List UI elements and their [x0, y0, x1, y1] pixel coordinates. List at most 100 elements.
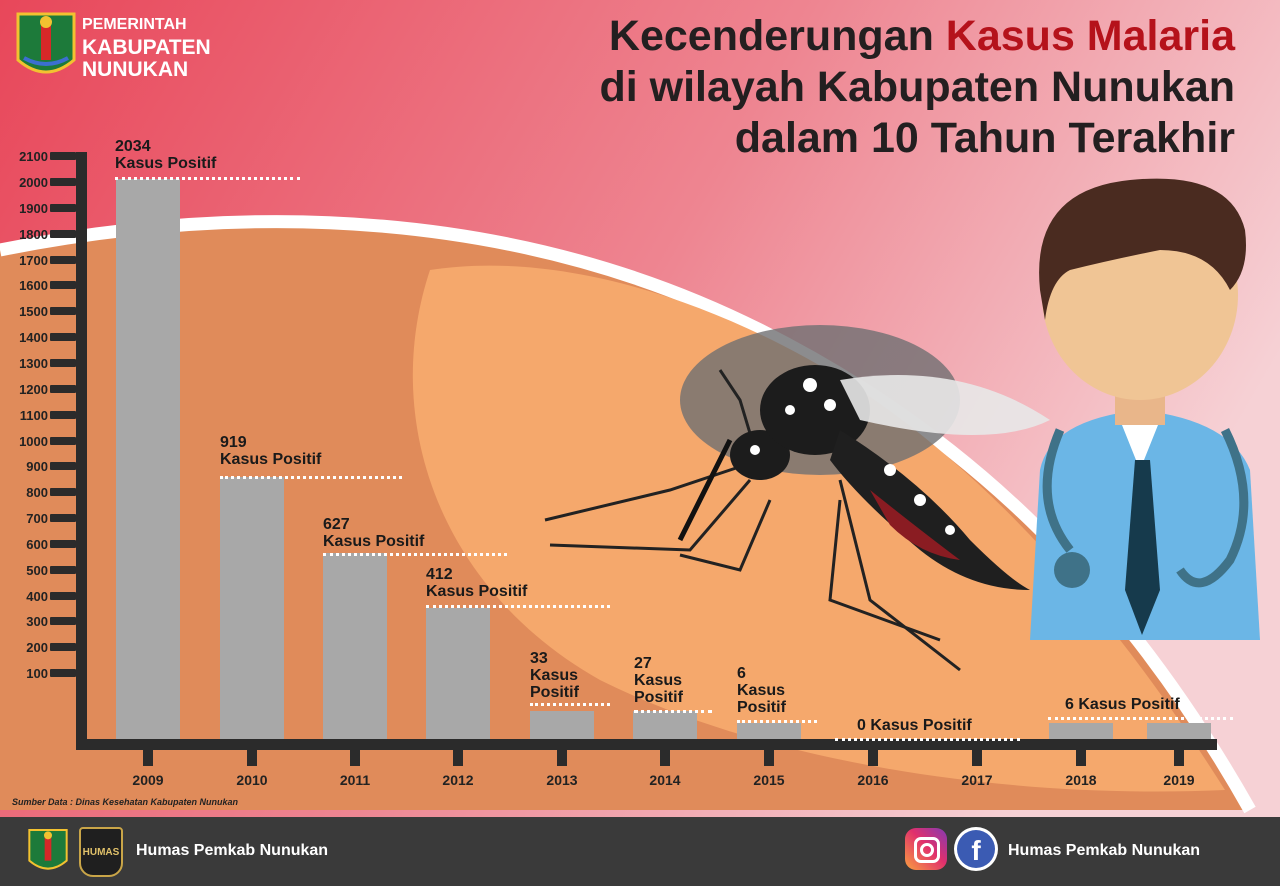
data-label-value: 6 [737, 665, 746, 682]
data-label-text: Kasus Positif [220, 451, 322, 468]
x-tick-mark [557, 748, 567, 766]
title-line-1-accent: Kasus Malaria [945, 12, 1235, 60]
data-label: 6 Kasus Positif [737, 665, 797, 716]
x-tick-label: 2011 [339, 772, 371, 788]
y-tick-mark [50, 384, 76, 393]
title-line-1: Kecenderungan Kasus Malaria [609, 15, 1235, 58]
x-tick-mark [764, 748, 774, 766]
y-tick-label: 200 [26, 640, 48, 656]
data-label: 27 Kasus Positif [634, 655, 694, 706]
data-label-dashline [1048, 717, 1233, 720]
footer-right-text: Humas Pemkab Nunukan [1008, 842, 1201, 859]
y-tick-label: 300 [26, 614, 48, 630]
regency-logo-small-icon [28, 829, 68, 870]
doctor-illustration [1030, 178, 1260, 640]
y-tick-mark [50, 281, 76, 290]
data-label-text: Kasus Positif [115, 155, 217, 172]
y-tick-label: 2100 [19, 149, 48, 165]
data-label-value: 6 [1065, 696, 1074, 713]
data-label-value: 2034 [115, 138, 151, 155]
data-label-dashline [634, 710, 712, 713]
bar-2019 [1147, 723, 1211, 739]
title-line-1-pre: Kecenderungan [608, 12, 946, 60]
logo-line-3: NUNUKAN [82, 58, 189, 81]
bar-2011 [323, 553, 387, 739]
y-tick-label: 1900 [19, 200, 48, 216]
y-tick-label: 700 [26, 511, 48, 527]
facebook-icon[interactable]: f [954, 827, 998, 871]
x-tick-mark [350, 748, 360, 766]
data-label: 412 Kasus Positif [426, 566, 527, 600]
bar-2009 [116, 179, 180, 739]
footer-bar: HUMAS Humas Pemkab Nunukan f Humas Pemka… [0, 817, 1280, 886]
data-label-text: Kasus Positif [426, 583, 528, 600]
data-label-text: Kasus Positif [737, 682, 786, 716]
data-label-value: 627 [323, 516, 350, 533]
y-tick-mark [50, 255, 76, 264]
bar-2014 [633, 711, 697, 739]
y-tick-label: 1200 [19, 381, 48, 397]
humas-badge: HUMAS [79, 827, 123, 877]
source-note: Sumber Data : Dinas Kesehatan Kabupaten … [12, 797, 239, 807]
y-tick-mark [50, 333, 76, 342]
y-tick-label: 2000 [19, 175, 48, 190]
y-tick-label: 500 [26, 562, 48, 578]
x-tick-label: 2018 [1065, 772, 1097, 788]
y-tick-mark [50, 565, 76, 574]
y-tick-label: 1700 [19, 252, 48, 268]
y-tick-mark [50, 591, 76, 600]
x-tick-label: 2009 [132, 772, 164, 788]
x-tick-label: 2013 [546, 772, 578, 788]
x-tick-mark [453, 748, 463, 766]
data-label-value: 27 [634, 655, 652, 672]
y-tick-label: 1100 [19, 407, 48, 423]
y-tick-label: 600 [26, 536, 48, 552]
y-tick-mark [50, 436, 76, 445]
bar-2015 [737, 723, 801, 739]
y-tick-mark [50, 514, 76, 523]
data-label: 627 Kasus Positif [323, 516, 424, 550]
y-tick-label: 1300 [19, 355, 48, 371]
title-line-3: dalam 10 Tahun Terakhir [734, 114, 1235, 162]
y-tick-mark [50, 152, 76, 161]
y-tick-mark [50, 539, 76, 548]
data-label-dashline [835, 738, 1020, 741]
y-tick-label: 800 [26, 485, 48, 501]
x-axis-line [76, 739, 1217, 750]
y-tick-mark [50, 669, 76, 678]
data-label-text: Kasus Positif [870, 717, 972, 734]
y-tick-mark [50, 178, 76, 186]
x-tick-mark [1076, 748, 1086, 766]
instagram-icon[interactable] [905, 828, 947, 870]
y-tick-label: 100 [26, 666, 48, 682]
y-tick-label: 1500 [19, 304, 48, 320]
bar-2013 [530, 711, 594, 739]
data-label: 6 Kasus Positif [1065, 696, 1180, 713]
data-label-text: Kasus Positif [1078, 696, 1180, 713]
y-tick-label: 900 [26, 459, 48, 475]
y-tick-mark [50, 358, 76, 367]
bar-2012 [426, 608, 490, 739]
data-label-value: 919 [220, 434, 247, 451]
x-tick-mark [247, 748, 257, 766]
y-tick-mark [50, 617, 76, 626]
data-label-text: Kasus Positif [530, 667, 579, 701]
title-line-2: di wilayah Kabupaten Nunukan [599, 63, 1235, 111]
data-label-dashline [323, 553, 507, 556]
y-tick-label: 1600 [19, 278, 48, 294]
y-tick-mark [50, 643, 76, 652]
y-tick-label: 1800 [19, 226, 48, 242]
shield-emblem-icon [16, 12, 76, 74]
logo-line-2: KABUPATEN [82, 36, 211, 59]
mosquito-illustration [544, 365, 1050, 672]
data-label-text: Kasus Positif [634, 672, 683, 706]
x-tick-label: 2019 [1163, 772, 1195, 788]
y-tick-label: 1000 [19, 433, 48, 449]
data-label-dashline [737, 720, 817, 723]
y-tick-mark [50, 488, 76, 497]
bar-2018 [1049, 723, 1113, 739]
data-label-text: Kasus Positif [323, 533, 425, 550]
x-tick-label: 2015 [753, 772, 785, 788]
x-tick-mark [1174, 748, 1184, 766]
x-tick-mark [972, 748, 982, 766]
